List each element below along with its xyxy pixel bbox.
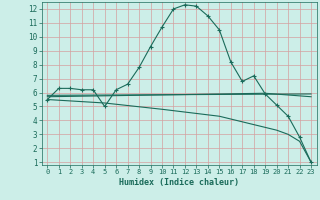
X-axis label: Humidex (Indice chaleur): Humidex (Indice chaleur) [119, 178, 239, 187]
